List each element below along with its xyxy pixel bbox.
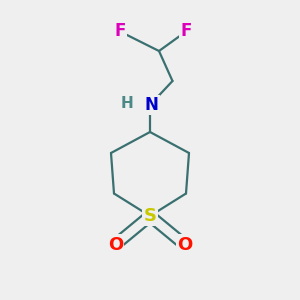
- Text: H: H: [121, 96, 134, 111]
- Text: O: O: [108, 236, 123, 253]
- Text: N: N: [145, 96, 158, 114]
- Text: S: S: [143, 207, 157, 225]
- Text: F: F: [180, 22, 192, 40]
- Text: O: O: [177, 236, 192, 253]
- Text: F: F: [114, 22, 126, 40]
